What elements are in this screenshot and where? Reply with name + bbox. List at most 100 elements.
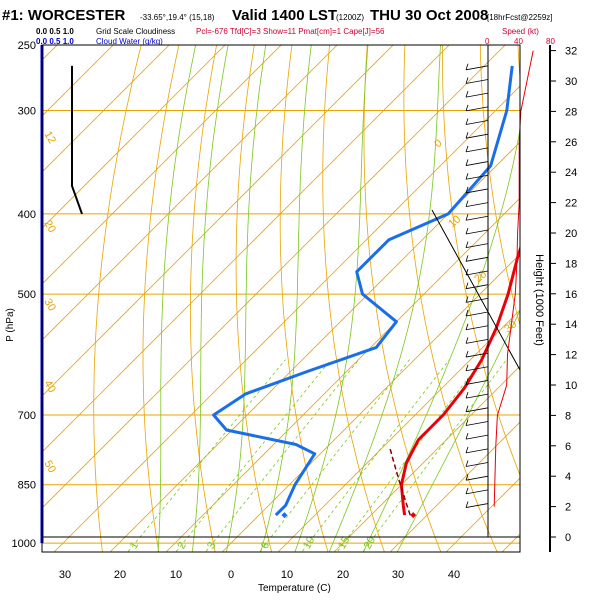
temperature-tick-labels: 30 20 10 0 10 20 30 40: [59, 569, 460, 581]
cloud-scale-label-2: Cloud Water (g/kg): [96, 37, 163, 46]
dry-adiabat: [363, 45, 442, 552]
wind-barb: [465, 393, 489, 399]
height-tick-label: 12: [565, 350, 577, 362]
isotherm-label: 50: [41, 458, 58, 475]
station-title: #1: WORCESTER: [2, 7, 126, 24]
wind-barb-flag: [465, 91, 469, 98]
height-tick-label: 18: [565, 258, 577, 270]
wind-barb: [465, 161, 489, 166]
isotherm-line: [42, 45, 226, 229]
wind-barb: [465, 366, 489, 372]
wind-barb-flag: [465, 337, 469, 344]
dry-adiabat: [442, 45, 520, 477]
wind-barb: [465, 147, 489, 153]
moist-adiabat: [191, 45, 229, 552]
wind-barb-flag: [465, 391, 469, 399]
wind-barb: [465, 65, 489, 71]
mixing-ratio-line: [301, 359, 450, 552]
isotherm-line: [277, 309, 520, 552]
wind-barb-flag: [465, 323, 469, 330]
wind-barb: [465, 106, 489, 112]
height-tick-label: 26: [565, 137, 577, 149]
mixing-ratio-label: 1: [128, 540, 141, 551]
pressure-tick-label: 1000: [12, 538, 36, 550]
isotherm-line: [389, 421, 520, 552]
isotherm-label: 20: [41, 218, 58, 235]
wind-barb-flag: [465, 474, 469, 481]
wind-barb-flag: [465, 378, 469, 385]
wind-barb: [465, 243, 489, 249]
speed-label: Speed (kt): [502, 27, 539, 36]
mixing-ratio-label: 2: [175, 540, 188, 551]
isotherm-label: 10: [446, 213, 463, 230]
isotherm-line: [42, 45, 170, 173]
forecast-run: [18hrFcst@2259z]: [487, 13, 552, 22]
mixing-ratio-label: 10: [301, 535, 318, 552]
mixing-ratio-label: 3: [205, 540, 218, 551]
temperature-tick-label: 20: [337, 569, 349, 581]
dry-adiabat: [190, 45, 218, 552]
isotherm-line: [165, 197, 520, 552]
wind-barb: [465, 215, 489, 221]
sounding-profiles: [212, 65, 520, 519]
cloud-scale-top: 0.0 0.5 1.0: [36, 27, 74, 36]
y-axis-label: P (hPa): [5, 308, 16, 342]
x-axis-label: Temperature (C): [258, 583, 331, 594]
wind-barb-flag: [465, 350, 469, 358]
isotherm-label: 0: [432, 137, 444, 150]
wind-barb-flag: [465, 63, 469, 70]
wind-speed-line: [493, 50, 534, 507]
plot-frame: [41, 44, 521, 553]
wind-barb-flag: [465, 405, 469, 412]
surface-dewpoint-marker: [281, 512, 288, 519]
dewpoint-line: [212, 65, 514, 517]
stability-indices: Pcl=-676 Tfd[C]=3 Show=11 Pmat[cm]=1 Cap…: [196, 27, 385, 36]
pressure-tick-label: 250: [18, 40, 36, 52]
wind-barb-flag: [465, 200, 469, 207]
wind-barb: [465, 284, 489, 290]
mixing-ratio-label: 15: [336, 535, 353, 552]
wind-barb-flag: [465, 132, 469, 139]
cloud-scale-bottom: 0.0 0.5 1.0: [36, 37, 74, 46]
wind-barb-flag: [465, 296, 469, 303]
background-lines: [0, 30, 600, 560]
wind-barb: [465, 92, 489, 98]
wind-barb: [465, 339, 489, 344]
height-tick-label: 8: [565, 410, 571, 422]
pressure-tick-label: 400: [18, 209, 36, 221]
height-tick-label: 20: [565, 228, 577, 240]
isotherm-line: [42, 45, 394, 397]
wind-barb-flag: [465, 433, 469, 440]
speed-tick-80: 80: [546, 37, 555, 46]
wind-barb-flag: [465, 446, 469, 453]
isotherm-line: [53, 85, 520, 552]
wind-barb-flag: [465, 501, 469, 508]
wind-barb: [465, 133, 489, 139]
height-tick-label: 2: [565, 502, 571, 514]
zulu-time: (1200Z): [336, 13, 364, 22]
isotherm-label: 30: [41, 297, 58, 314]
temperature-tick-label: 30: [392, 569, 404, 581]
wind-barb-flag: [465, 364, 469, 371]
wind-barb: [465, 448, 489, 454]
temperature-tick-label: 30: [59, 569, 71, 581]
isotherm-line: [0, 30, 16, 560]
mixing-ratio-line: [336, 359, 483, 552]
mixing-ratio-line: [259, 359, 410, 552]
wind-barb: [465, 311, 489, 317]
wind-barb-flag: [465, 118, 469, 125]
dry-adiabat: [555, 30, 600, 560]
isotherm-label: 12: [41, 129, 58, 146]
height-tick-label: 28: [565, 106, 577, 118]
moist-adiabat: [225, 45, 267, 552]
isotherm-line: [42, 45, 450, 453]
temperature-tick-label: 0: [228, 569, 234, 581]
station-coords: -33.65°,19.4° (15,18): [140, 13, 215, 22]
moist-adiabat: [396, 309, 520, 552]
wind-barb: [465, 79, 489, 84]
isotherm-label: 40: [41, 378, 58, 395]
dry-adiabat: [93, 45, 142, 552]
dry-adiabat: [517, 45, 520, 83]
dry-adiabat: [279, 45, 329, 552]
wind-barb-flag: [465, 173, 469, 180]
